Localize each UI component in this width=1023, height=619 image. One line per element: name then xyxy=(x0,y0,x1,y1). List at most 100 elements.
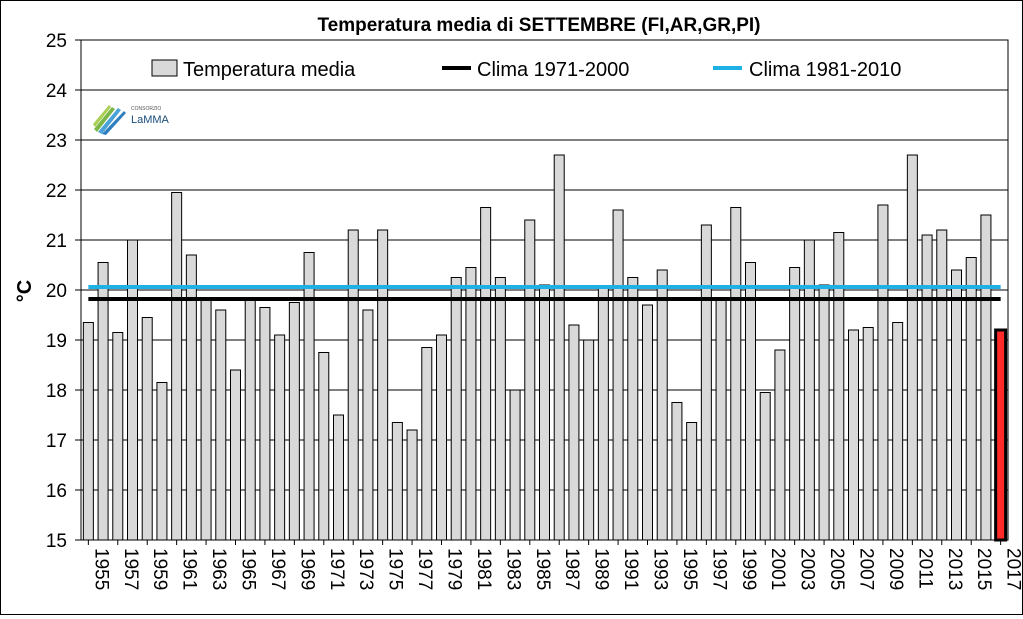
bar-1957 xyxy=(112,332,124,541)
y-tick-label: 17 xyxy=(46,431,67,452)
bar-1974 xyxy=(362,309,374,541)
lamma-logo-icon xyxy=(93,105,126,135)
bar-1981 xyxy=(465,267,477,541)
bar-1978 xyxy=(421,347,433,541)
x-tick-label: 2005 xyxy=(826,548,847,590)
bar-1973 xyxy=(347,229,359,541)
bar-2016 xyxy=(980,214,992,541)
x-tick-label: 1969 xyxy=(296,548,317,590)
bar-1979 xyxy=(435,334,448,541)
y-tick-label: 23 xyxy=(46,131,67,152)
x-tick-label: 1959 xyxy=(149,548,170,590)
bar-2003 xyxy=(789,267,801,541)
legend-label-temperatura-media: Temperatura media xyxy=(183,59,356,81)
bar-1964 xyxy=(215,309,227,541)
y-tick-label: 24 xyxy=(46,81,68,102)
plot-area-border xyxy=(80,39,1009,541)
x-tick-label: 1983 xyxy=(502,548,523,590)
x-tick-label: 2011 xyxy=(914,548,935,589)
y-tick-label: 19 xyxy=(46,331,67,352)
bars xyxy=(82,154,1008,542)
bar-1994 xyxy=(656,269,668,541)
bar-2010 xyxy=(892,322,904,541)
bar-2002 xyxy=(774,349,786,541)
bar-2013 xyxy=(936,229,948,541)
bar-1985 xyxy=(524,219,536,541)
x-tick-label: 1987 xyxy=(561,548,582,590)
x-tick-label: 1997 xyxy=(708,548,729,590)
x-tick-label: 1955 xyxy=(90,548,111,590)
bar-1990 xyxy=(597,287,609,541)
bar-1982 xyxy=(480,207,492,541)
bar-1998 xyxy=(715,297,727,541)
x-tick-label: 2009 xyxy=(885,548,906,590)
x-tick-label: 1993 xyxy=(650,548,671,590)
bar-1984 xyxy=(509,389,521,541)
bar-1977 xyxy=(406,429,418,541)
bar-1972 xyxy=(332,414,345,541)
bar-1966 xyxy=(244,299,256,541)
bar-1963 xyxy=(200,299,212,541)
x-tick-label: 2007 xyxy=(856,548,877,590)
x-tick-label: 1963 xyxy=(208,548,229,590)
legend: Temperatura media Clima 1971-2000 Clima … xyxy=(151,59,901,81)
bar-1961 xyxy=(171,192,183,541)
bar-1988 xyxy=(568,324,580,541)
bar-1995 xyxy=(671,402,683,541)
x-tick-label: 1985 xyxy=(532,548,553,590)
y-tick-labels: 15 16 17 18 19 20 21 22 23 24 25 xyxy=(46,31,68,552)
bar-2006 xyxy=(833,232,845,541)
x-tick-label: 2001 xyxy=(767,548,788,590)
bar-1992 xyxy=(627,277,639,541)
x-tick-label: 1999 xyxy=(738,548,759,590)
bar-1983 xyxy=(494,277,506,541)
bar-1965 xyxy=(229,369,242,541)
bar-2012 xyxy=(921,234,933,541)
bar-1987 xyxy=(553,154,565,541)
x-tick-label: 1957 xyxy=(120,548,141,590)
logo-lamma-text: LaMMA xyxy=(131,114,170,126)
x-tick-label: 2003 xyxy=(797,548,818,590)
bar-1968 xyxy=(274,334,286,541)
y-tick-label: 16 xyxy=(46,481,67,502)
bar-2005 xyxy=(818,284,830,541)
bar-1996 xyxy=(686,422,698,541)
bar-2001 xyxy=(759,392,771,541)
bar-1976 xyxy=(391,422,403,541)
bar-1955 xyxy=(82,322,94,541)
x-tick-label: 1979 xyxy=(444,548,465,590)
x-tick-label: 1995 xyxy=(679,548,700,590)
bar-1971 xyxy=(318,352,330,541)
y-tick-label: 22 xyxy=(46,181,67,202)
y-axis-label: °C xyxy=(14,280,36,302)
chart-title: Temperatura media di SETTEMBRE (FI,AR,GR… xyxy=(317,15,760,36)
bar-2000 xyxy=(744,262,757,541)
y-tick-label: 15 xyxy=(46,531,67,552)
bar-1975 xyxy=(377,229,389,541)
y-tick-label: 21 xyxy=(46,231,67,252)
bar-1989 xyxy=(583,339,595,541)
x-tick-label: 1967 xyxy=(267,548,288,590)
y-tick-label: 18 xyxy=(46,381,67,402)
lamma-logo: CONSORZIO LaMMA xyxy=(93,105,170,135)
legend-swatch-temperatura-media xyxy=(151,59,178,77)
bar-1997 xyxy=(700,224,712,541)
bar-1999 xyxy=(730,207,742,541)
bar-1960 xyxy=(156,382,168,541)
x-tick-label: 1971 xyxy=(326,548,347,590)
logo-consorzio-text: CONSORZIO xyxy=(131,106,161,112)
x-tick-label: 1989 xyxy=(591,548,612,590)
bar-2009 xyxy=(877,204,889,541)
bar-2017 xyxy=(994,328,1008,542)
x-tick-label: 2015 xyxy=(973,548,994,590)
bar-1970 xyxy=(303,252,315,541)
x-tick-label: 2013 xyxy=(944,548,965,590)
bar-2011 xyxy=(906,154,918,541)
bar-1986 xyxy=(538,284,551,541)
bar-1980 xyxy=(450,277,462,541)
x-tick-label: 1981 xyxy=(473,548,494,590)
x-tick-labels: 1955 1957 1959 1961 1963 1965 1967 1969 1971 1973… xyxy=(87,540,1023,590)
bar-1991 xyxy=(612,209,624,541)
